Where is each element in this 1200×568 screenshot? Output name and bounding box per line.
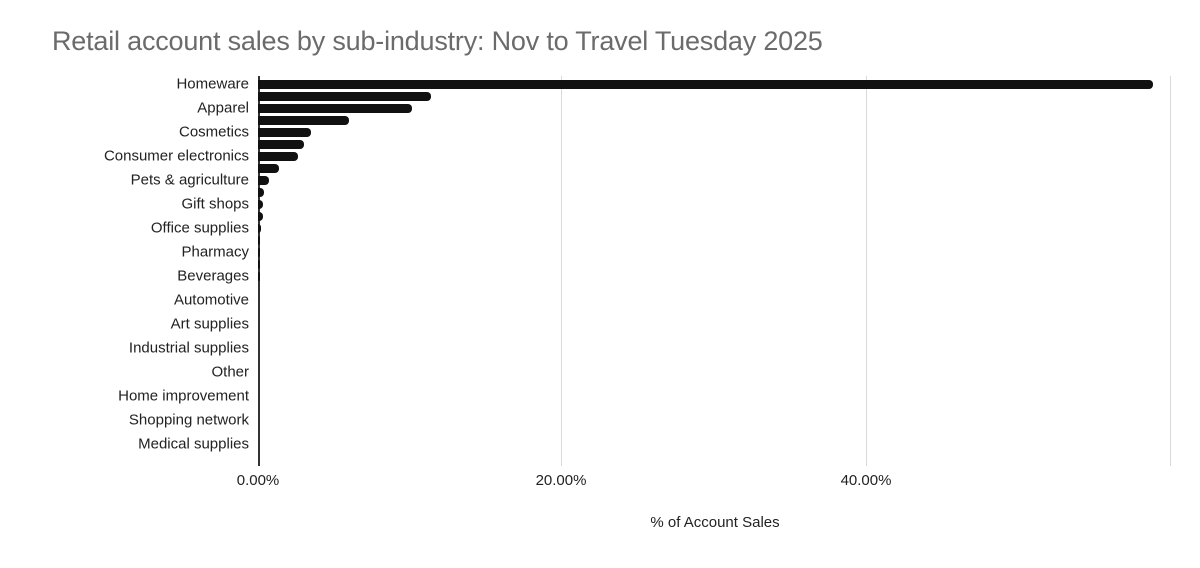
y-tick-label: Shopping network bbox=[128, 411, 249, 429]
y-tick-label: Automotive bbox=[173, 291, 249, 309]
bar bbox=[258, 127, 312, 137]
bar bbox=[258, 151, 298, 161]
x-tick-40: 40.00% bbox=[840, 472, 892, 489]
bar bbox=[258, 223, 262, 233]
y-tick-label: Pharmacy bbox=[181, 243, 249, 261]
bar bbox=[258, 175, 269, 185]
bar bbox=[258, 247, 260, 257]
bar bbox=[258, 271, 260, 281]
gridline-60 bbox=[1170, 76, 1171, 466]
y-tick-label: Apparel bbox=[197, 99, 249, 117]
y-tick-label: Medical supplies bbox=[138, 435, 249, 453]
y-tick-label: Home improvement bbox=[118, 387, 249, 405]
bar bbox=[258, 163, 280, 173]
y-tick-label: Cosmetics bbox=[178, 123, 249, 141]
y-axis-line bbox=[258, 76, 260, 466]
y-tick-label: Office supplies bbox=[150, 219, 249, 237]
y-tick-label: Art supplies bbox=[170, 315, 249, 333]
y-tick-label: Pets & agriculture bbox=[130, 171, 249, 189]
bar bbox=[258, 211, 263, 221]
x-tick-20: 20.00% bbox=[535, 472, 587, 489]
y-tick-label: Homeware bbox=[176, 75, 249, 93]
bar bbox=[258, 103, 412, 113]
bar bbox=[258, 91, 432, 101]
x-tick-0: 0.00% bbox=[236, 472, 280, 489]
bar bbox=[258, 199, 263, 209]
chart-title: Retail account sales by sub-industry: No… bbox=[52, 26, 823, 56]
plot-area bbox=[258, 76, 1171, 466]
bar bbox=[258, 139, 304, 149]
y-tick-label: Gift shops bbox=[181, 195, 249, 213]
bar bbox=[258, 79, 1154, 89]
bar bbox=[258, 115, 350, 125]
x-axis-title: % of Account Sales bbox=[650, 514, 780, 531]
y-tick-label: Consumer electronics bbox=[103, 147, 249, 165]
y-tick-label: Industrial supplies bbox=[128, 339, 249, 357]
gridline-40 bbox=[866, 76, 867, 466]
y-tick-label: Other bbox=[211, 363, 249, 381]
y-tick-label: Beverages bbox=[177, 267, 249, 285]
bar bbox=[258, 187, 265, 197]
gridline-20 bbox=[561, 76, 562, 466]
bar bbox=[258, 235, 261, 245]
bar bbox=[258, 259, 260, 269]
